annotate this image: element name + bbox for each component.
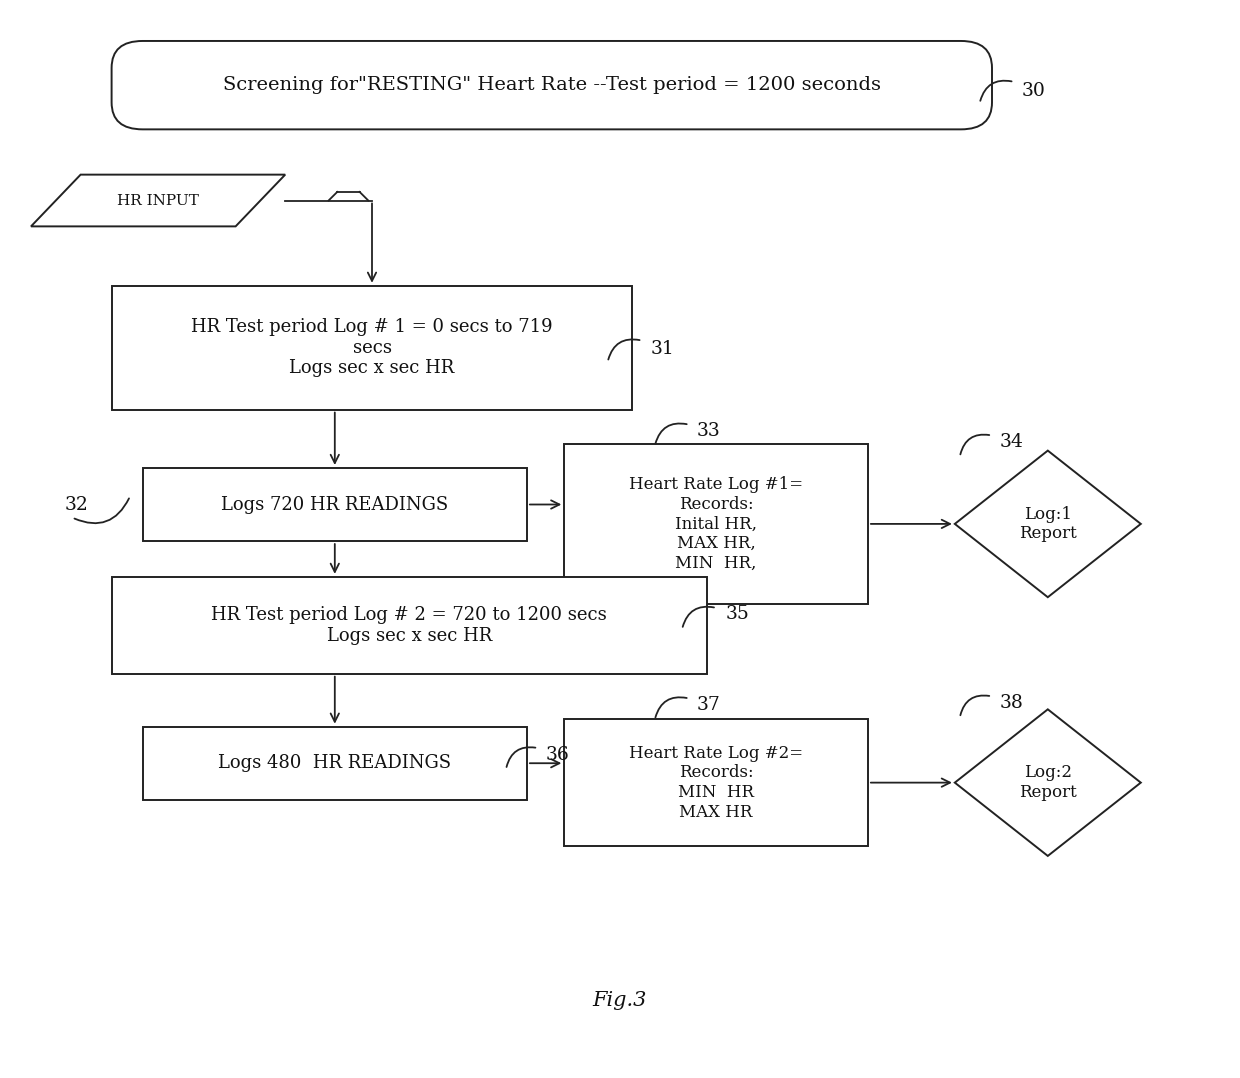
Text: 31: 31 [651, 341, 675, 358]
Bar [112, 286, 632, 410]
Text: Heart Rate Log #2=
Records:
MIN  HR
MAX HR: Heart Rate Log #2= Records: MIN HR MAX H… [629, 745, 804, 820]
Text: Log:2
Report: Log:2 Report [1019, 764, 1076, 801]
Text: 34: 34 [999, 433, 1023, 451]
Text: 32: 32 [64, 496, 88, 513]
Text: 37: 37 [697, 696, 720, 714]
Bar [112, 577, 707, 674]
Polygon shape [955, 709, 1141, 856]
Text: 33: 33 [697, 423, 720, 440]
Polygon shape [31, 175, 285, 226]
Text: 35: 35 [725, 606, 749, 623]
Bar [564, 719, 868, 846]
Text: HR INPUT: HR INPUT [117, 194, 200, 207]
Polygon shape [955, 451, 1141, 597]
Text: HR Test period Log # 2 = 720 to 1200 secs
Logs sec x sec HR: HR Test period Log # 2 = 720 to 1200 sec… [211, 606, 608, 645]
FancyBboxPatch shape [112, 41, 992, 129]
Text: Screening for"RESTING" Heart Rate --Test period = 1200 seconds: Screening for"RESTING" Heart Rate --Test… [223, 77, 880, 94]
Text: Logs 480  HR READINGS: Logs 480 HR READINGS [218, 755, 451, 772]
Bar [564, 444, 868, 604]
Text: Logs 720 HR READINGS: Logs 720 HR READINGS [221, 496, 449, 513]
Bar [143, 727, 527, 800]
Text: Fig.3: Fig.3 [593, 991, 647, 1010]
Text: Heart Rate Log #1=
Records:
Inital HR,
MAX HR,
MIN  HR,: Heart Rate Log #1= Records: Inital HR, M… [629, 476, 804, 571]
Text: Log:1
Report: Log:1 Report [1019, 506, 1076, 542]
Text: HR Test period Log # 1 = 0 secs to 719
secs
Logs sec x sec HR: HR Test period Log # 1 = 0 secs to 719 s… [191, 318, 553, 377]
Text: 36: 36 [546, 746, 569, 763]
Text: 30: 30 [1022, 82, 1045, 99]
Bar [143, 468, 527, 541]
Text: 38: 38 [999, 694, 1023, 711]
